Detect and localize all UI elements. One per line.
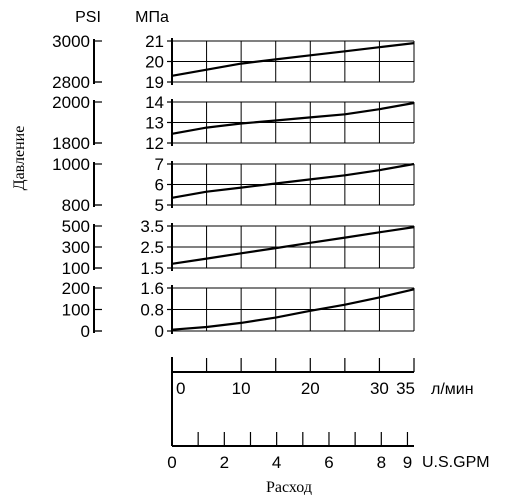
lpm-tick-label: 20 — [301, 379, 320, 398]
psi-tick-label: 100 — [62, 301, 90, 320]
mpa-tick-label: 21 — [145, 32, 164, 51]
mpa-tick-label: 6 — [155, 176, 164, 195]
lpm-tick-label: 35 — [396, 379, 415, 398]
panel-2-curve — [171, 101, 415, 135]
flow-axes-group: 0 10 20 30 35 0 2 4 6 8 9 — [167, 357, 415, 472]
panels-group: 212019300028001413122000180076510008003.… — [52, 32, 415, 341]
gpm-tick-label: 4 — [272, 453, 281, 472]
mpa-unit-label: МПа — [135, 9, 169, 26]
mpa-tick-label: 14 — [145, 93, 164, 112]
psi-tick-label: 3000 — [52, 32, 90, 51]
lpm-tick-label: 10 — [232, 379, 251, 398]
psi-tick-label: 2000 — [52, 93, 90, 112]
gpm-tick-label: 6 — [324, 453, 333, 472]
lpm-unit-label: л/мин — [431, 381, 474, 398]
psi-tick-label: 300 — [62, 238, 90, 257]
gpm-tick-label: 2 — [220, 453, 229, 472]
panel-3-curve — [171, 162, 415, 199]
psi-unit-label: PSI — [75, 9, 101, 26]
gpm-tick-label: 8 — [377, 453, 386, 472]
psi-tick-label: 800 — [62, 196, 90, 215]
mpa-tick-label: 5 — [155, 196, 164, 215]
y-axis-title: Давление — [11, 126, 28, 191]
x-axis-title: Расход — [266, 479, 312, 496]
mpa-tick-label: 3.5 — [140, 217, 164, 236]
mpa-tick-label: 0 — [155, 322, 164, 341]
panel-3: 7 65 1000 800 — [52, 155, 415, 215]
panel-1-curve — [171, 42, 415, 77]
panel-4: 3.5 2.5 1.5 500 300 100 — [62, 217, 415, 278]
psi-tick-label: 100 — [62, 259, 90, 278]
psi-tick-label: 200 — [62, 279, 90, 298]
mpa-tick-label: 7 — [155, 155, 164, 174]
psi-tick-label: 0 — [81, 322, 90, 341]
lpm-tick-label: 0 — [176, 379, 185, 398]
mpa-tick-label: 1.6 — [140, 279, 164, 298]
psi-tick-label: 1800 — [52, 134, 90, 153]
mpa-tick-label: 19 — [145, 73, 164, 92]
gpm-tick-label: 0 — [167, 453, 176, 472]
panel-4-curve — [171, 226, 415, 265]
mpa-tick-label: 1.5 — [140, 259, 164, 278]
psi-tick-label: 500 — [62, 217, 90, 236]
lpm-tick-label: 30 — [370, 379, 389, 398]
mpa-tick-label: 0.8 — [140, 301, 164, 320]
mpa-tick-label: 13 — [145, 114, 164, 133]
panel-5-curve — [171, 288, 415, 331]
mpa-tick-label: 20 — [145, 53, 164, 72]
mpa-tick-label: 2.5 — [140, 238, 164, 257]
psi-tick-label: 1000 — [52, 155, 90, 174]
psi-tick-label: 2800 — [52, 73, 90, 92]
gpm-tick-label: 9 — [403, 453, 412, 472]
gpm-unit-label: U.S.GPM — [422, 454, 490, 471]
panel-5: 1.6 0.8 0 200 100 0 — [62, 279, 415, 341]
mpa-tick-label: 12 — [145, 134, 164, 153]
